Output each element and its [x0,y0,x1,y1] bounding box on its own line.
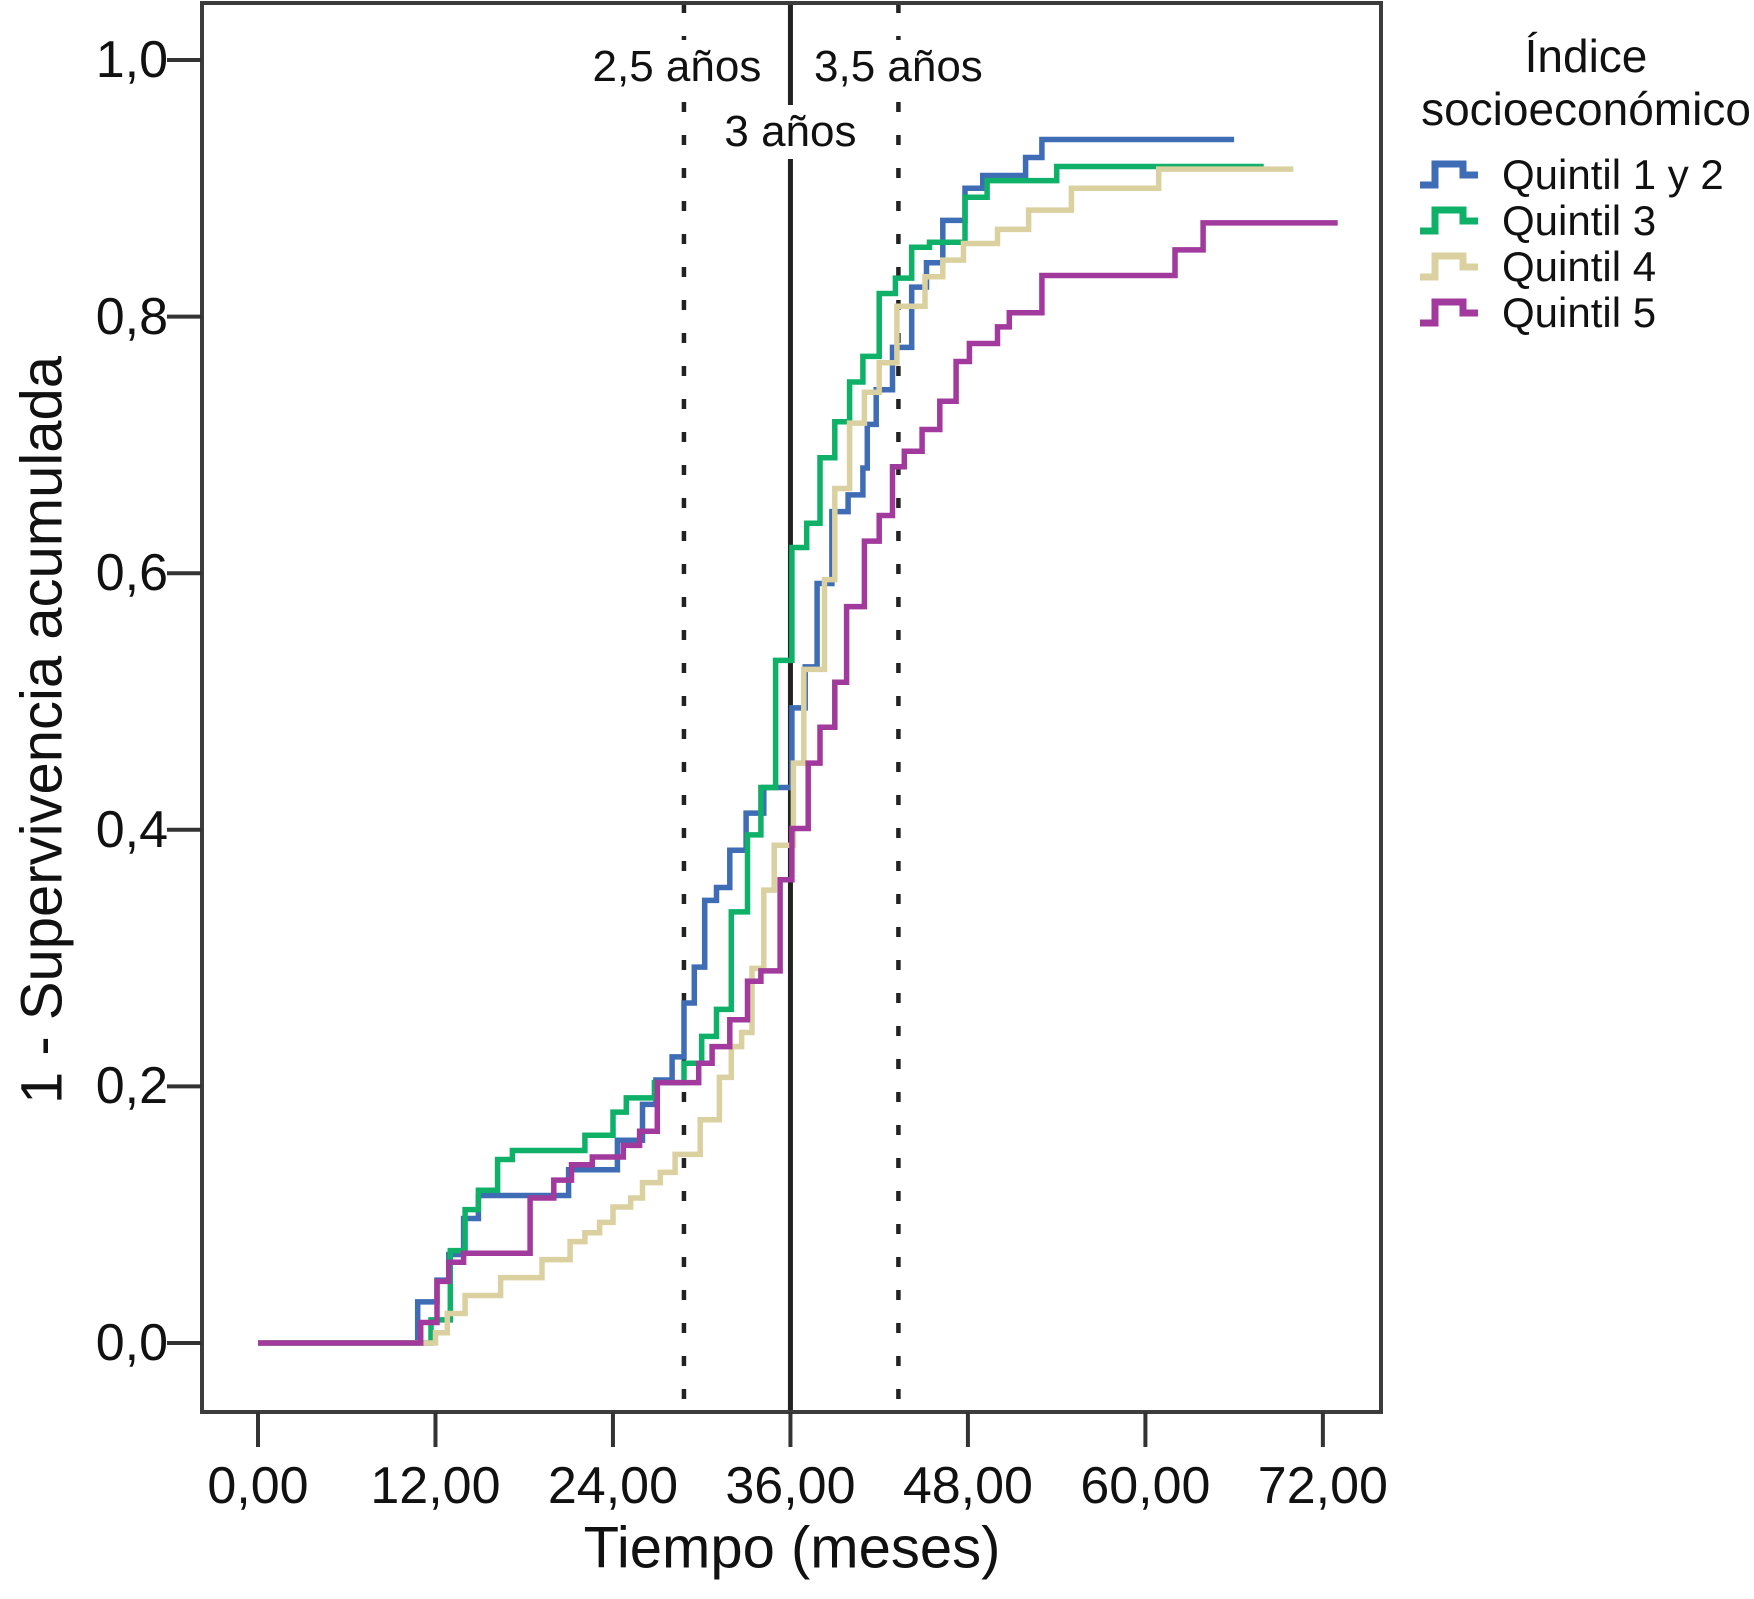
legend-swatch-step-icon [1420,160,1478,189]
series-Quintil-1-y-2 [258,136,1235,1346]
legend-item: Quintil 4 [1418,242,1754,290]
x-tick-label: 0,00 [207,1457,309,1515]
x-tick-label: 24,00 [547,1457,679,1515]
legend-item-label: Quintil 3 [1502,196,1657,244]
legend-item-label: Quintil 1 y 2 [1502,150,1724,198]
x-tick-label: 48,00 [902,1457,1033,1515]
y-tick-label: 1,0 [95,31,168,89]
step-curves [258,136,1338,1346]
refline-label: 2,5 años [584,40,770,94]
legend: Índice socioeconómico Quintil 1 y 2 Quint… [1418,30,1754,336]
legend-title: Índice socioeconómico [1418,30,1754,136]
refline-label: 3 años [716,105,865,159]
legend-items: Quintil 1 y 2 Quintil 3 Quintil 4 Quintil 5 [1418,150,1754,336]
y-tick-label: 0,0 [95,1314,168,1372]
legend-swatch-step-icon [1420,252,1478,281]
x-tick-label: 72,00 [1257,1457,1388,1515]
y-tick-label: 0,4 [95,800,168,859]
refline-label: 3,5 años [806,40,991,94]
x-tick-label: 36,00 [725,1457,856,1515]
series-Quintil-5 [258,220,1338,1346]
y-axis-title: 1 - Supervivencia acumulada [9,356,75,1104]
legend-item: Quintil 3 [1418,196,1754,244]
y-tick-label: 0,6 [95,544,168,603]
legend-item: Quintil 5 [1418,288,1754,336]
legend-swatch-step-icon [1420,298,1478,327]
y-tick-label: 0,8 [95,287,168,346]
x-tick-label: 60,00 [1080,1457,1211,1515]
axis-ticks [167,58,1325,1447]
legend-item-label: Quintil 4 [1502,242,1657,290]
legend-title-line1: Índice [1524,30,1648,82]
legend-title-line2: socioeconómico [1421,82,1751,135]
x-tick-label: 12,00 [370,1457,501,1515]
x-axis-title: Tiempo (meses) [583,1515,1001,1581]
series-Quintil-3 [258,163,1264,1346]
legend-item: Quintil 1 y 2 [1418,150,1754,198]
y-tick-label: 0,2 [95,1057,168,1116]
series-Quintil-4 [258,166,1294,1346]
legend-item-label: Quintil 5 [1502,288,1657,336]
legend-swatch-step-icon [1420,206,1478,235]
